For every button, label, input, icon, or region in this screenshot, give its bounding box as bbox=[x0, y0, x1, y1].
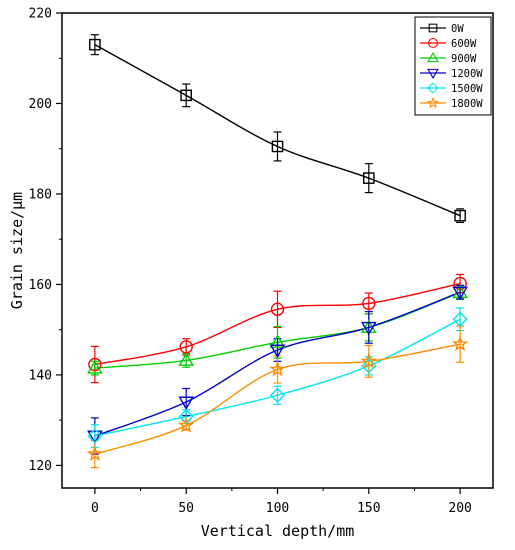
data-point-1200w bbox=[360, 321, 377, 336]
y-tick-label: 140 bbox=[29, 368, 52, 383]
data-point-0w bbox=[180, 89, 192, 102]
legend-label-900w: 900W bbox=[451, 53, 477, 65]
data-point-1500w bbox=[452, 311, 468, 327]
legend-marker-600w bbox=[427, 37, 439, 49]
data-point-1800w bbox=[360, 352, 378, 369]
data-point-0w bbox=[271, 140, 284, 153]
series-line-0w bbox=[94, 44, 461, 217]
data-point-900w bbox=[269, 334, 286, 348]
x-axis-label: Vertical depth/mm bbox=[201, 522, 355, 540]
y-tick-label: 200 bbox=[29, 97, 52, 112]
x-tick-label: 50 bbox=[178, 501, 194, 516]
legend-label-600w: 600W bbox=[451, 38, 477, 50]
y-tick-label: 220 bbox=[29, 7, 52, 22]
data-point-0w bbox=[454, 209, 466, 222]
error-bar-0w bbox=[273, 131, 282, 162]
legend-label-1500w: 1500W bbox=[451, 83, 483, 95]
error-bar-1200w bbox=[364, 310, 373, 344]
error-bar-0w bbox=[182, 83, 191, 108]
data-point-1800w bbox=[269, 360, 286, 377]
y-axis-label: Grain size/μm bbox=[8, 192, 26, 309]
data-point-900w bbox=[360, 319, 377, 333]
data-point-1800w bbox=[86, 445, 104, 462]
legend-box bbox=[414, 16, 492, 116]
y-tick-label: 180 bbox=[29, 187, 52, 202]
legend-marker-0w bbox=[428, 23, 438, 33]
data-point-1500w bbox=[269, 387, 286, 403]
data-point-1500w bbox=[178, 408, 194, 425]
legend-marker-900w bbox=[427, 52, 439, 63]
data-point-1800w bbox=[177, 416, 195, 433]
axes: 0 50 100 150 200 120 140 160 180 200 220 bbox=[29, 7, 472, 517]
y-tick-label: 120 bbox=[29, 459, 52, 474]
data-point-600w bbox=[453, 276, 467, 291]
data-point-1200w bbox=[178, 396, 195, 411]
data-markers bbox=[86, 38, 469, 462]
data-point-900w bbox=[178, 352, 195, 366]
y-tick-label: 160 bbox=[29, 278, 52, 293]
error-bar-0w bbox=[90, 34, 99, 56]
data-point-0w bbox=[89, 38, 101, 51]
legend-marker-1800w bbox=[426, 96, 440, 109]
legend-label-1800w: 1800W bbox=[451, 98, 483, 110]
legend-label-0w: 0W bbox=[451, 23, 464, 35]
x-tick-label: 200 bbox=[448, 501, 471, 516]
data-point-900w bbox=[87, 360, 103, 374]
data-point-1200w bbox=[87, 430, 103, 444]
error-bars bbox=[90, 34, 465, 469]
data-point-1800w bbox=[451, 335, 469, 352]
legend-marker-1500w bbox=[427, 82, 439, 94]
data-point-1500w bbox=[361, 358, 377, 374]
error-bar-0w bbox=[364, 163, 373, 194]
data-point-1200w bbox=[269, 344, 286, 359]
legend: 0W 600W 900W 1200W 1500W 1800W bbox=[414, 16, 492, 116]
x-tick-label: 100 bbox=[266, 501, 289, 516]
x-tick-label: 150 bbox=[357, 501, 380, 516]
legend-label-1200w: 1200W bbox=[451, 68, 483, 80]
x-tick-label: 0 bbox=[91, 501, 99, 516]
legend-marker-1200w bbox=[427, 68, 439, 79]
data-point-600w bbox=[88, 357, 102, 372]
data-point-1200w bbox=[452, 286, 468, 301]
data-point-0w bbox=[363, 172, 375, 184]
data-point-1500w bbox=[87, 428, 103, 444]
data-point-600w bbox=[270, 302, 285, 317]
data-point-600w bbox=[362, 296, 376, 311]
